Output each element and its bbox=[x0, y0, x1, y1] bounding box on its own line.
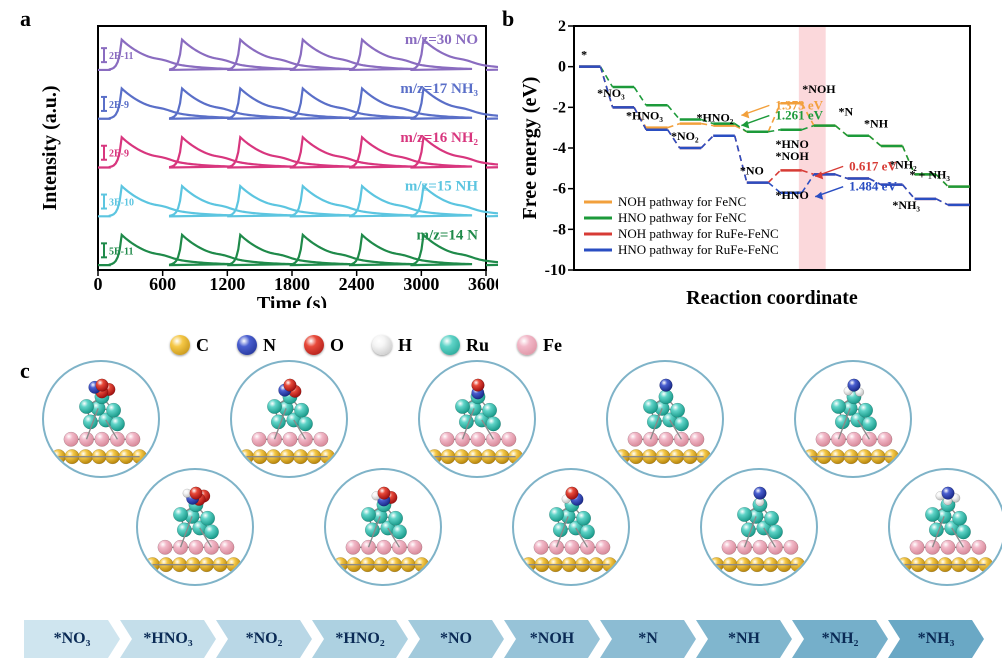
structure-circle bbox=[230, 360, 348, 478]
atom-ball-icon bbox=[517, 335, 537, 355]
panel-b-svg: -10 -8 -6 -4 -2 0 2 Free energy (eV) Reaction co… bbox=[520, 18, 978, 308]
atom-label: Fe bbox=[543, 335, 562, 356]
panel-c bbox=[24, 360, 984, 620]
atom-label: O bbox=[330, 335, 344, 356]
panel-a-label: a bbox=[20, 6, 31, 32]
atom-legend-item: Fe bbox=[517, 335, 562, 356]
atom-label: Ru bbox=[466, 335, 489, 356]
atom-ball-icon bbox=[237, 335, 257, 355]
pathway-step-chevron: *HNO₃ bbox=[120, 620, 216, 658]
atom-legend-item: C bbox=[170, 335, 209, 356]
atom-legend-item: Ru bbox=[440, 335, 489, 356]
svg-text:*HNO: *HNO bbox=[775, 188, 808, 202]
svg-text:-4: -4 bbox=[553, 140, 566, 157]
svg-text:0: 0 bbox=[94, 274, 103, 294]
svg-text:600: 600 bbox=[149, 274, 176, 294]
pathway-step-chevron: *NO₃ bbox=[24, 620, 120, 658]
svg-text:3000: 3000 bbox=[403, 274, 439, 294]
svg-text:HNO pathway for RuFe-FeNC: HNO pathway for RuFe-FeNC bbox=[618, 242, 779, 257]
svg-text:Time (s): Time (s) bbox=[257, 293, 327, 308]
svg-text:Reaction coordinate: Reaction coordinate bbox=[686, 287, 858, 308]
atom-legend-item: H bbox=[372, 335, 412, 356]
structure-circle bbox=[794, 360, 912, 478]
pathway-step-chevron: *N bbox=[600, 620, 696, 658]
atom-label: N bbox=[263, 335, 276, 356]
structure-circle bbox=[700, 468, 818, 586]
atom-legend-item: N bbox=[237, 335, 276, 356]
pathway-step-chevron: *NO₂ bbox=[216, 620, 312, 658]
pathway-step-chevron: *NH₃ bbox=[888, 620, 984, 658]
panel-b-label: b bbox=[502, 6, 514, 32]
atom-ball-icon bbox=[304, 335, 324, 355]
pathway-step-chevron: *NH bbox=[696, 620, 792, 658]
structure-circle bbox=[888, 468, 1002, 586]
structure-circle bbox=[606, 360, 724, 478]
svg-text:*: * bbox=[581, 48, 587, 62]
svg-text:m/z=15 NH: m/z=15 NH bbox=[405, 179, 478, 195]
structure-circle bbox=[512, 468, 630, 586]
reaction-ribbon: *NO₃*HNO₃*NO₂*HNO₂*NO*NOH*N*NH*NH₂*NH₃ bbox=[24, 620, 984, 658]
svg-text:2E-11: 2E-11 bbox=[109, 51, 133, 62]
svg-text:*NOH: *NOH bbox=[775, 149, 809, 163]
structure-circle bbox=[324, 468, 442, 586]
svg-text:1200: 1200 bbox=[209, 274, 245, 294]
atom-label: C bbox=[196, 335, 209, 356]
svg-text:1.484 eV: 1.484 eV bbox=[849, 179, 897, 194]
svg-text:3E-10: 3E-10 bbox=[109, 198, 134, 209]
svg-text:2E-9: 2E-9 bbox=[109, 100, 129, 111]
svg-text:*NH: *NH bbox=[864, 117, 889, 131]
atom-label: H bbox=[398, 335, 412, 356]
svg-text:*HNO₂: *HNO₂ bbox=[696, 111, 733, 125]
structure-circle bbox=[136, 468, 254, 586]
svg-text:NOH pathway for FeNC: NOH pathway for FeNC bbox=[618, 194, 746, 209]
svg-text:-8: -8 bbox=[553, 221, 566, 238]
pathway-step-chevron: *NO bbox=[408, 620, 504, 658]
svg-text:1.261 eV: 1.261 eV bbox=[775, 108, 823, 123]
svg-text:* + NH₃: * + NH₃ bbox=[910, 168, 951, 182]
svg-text:2: 2 bbox=[558, 18, 566, 35]
svg-text:Free energy (eV): Free energy (eV) bbox=[520, 77, 541, 220]
svg-text:HNO pathway for FeNC: HNO pathway for FeNC bbox=[618, 210, 746, 225]
atom-ball-icon bbox=[170, 335, 190, 355]
panel-b: -10 -8 -6 -4 -2 0 2 Free energy (eV) Reaction co… bbox=[520, 18, 978, 308]
svg-text:2E-9: 2E-9 bbox=[109, 149, 129, 160]
svg-text:m/z=14 N: m/z=14 N bbox=[417, 227, 479, 243]
structure-circle bbox=[42, 360, 160, 478]
atom-legend-item: O bbox=[304, 335, 344, 356]
atom-ball-icon bbox=[440, 335, 460, 355]
svg-text:5E-11: 5E-11 bbox=[109, 246, 133, 257]
pathway-step-chevron: *NH₂ bbox=[792, 620, 888, 658]
panel-a-svg: 0 600 1200 1800 2400 3000 3600 Time (s) Intensit… bbox=[38, 18, 498, 308]
panel-a: 0 600 1200 1800 2400 3000 3600 Time (s) Intensit… bbox=[38, 18, 498, 308]
svg-text:m/z=17 NH₃: m/z=17 NH₃ bbox=[400, 81, 478, 97]
svg-text:m/z=16 NH₂: m/z=16 NH₂ bbox=[400, 130, 478, 146]
atom-legend: C N O H Ru Fe bbox=[170, 330, 870, 360]
svg-text:1800: 1800 bbox=[274, 274, 310, 294]
pathway-step-chevron: *NOH bbox=[504, 620, 600, 658]
atom-ball-icon bbox=[372, 335, 392, 355]
svg-text:*NH₃: *NH₃ bbox=[892, 198, 920, 212]
svg-text:-10: -10 bbox=[545, 262, 566, 279]
pathway-step-chevron: *HNO₂ bbox=[312, 620, 408, 658]
svg-text:3600: 3600 bbox=[468, 274, 498, 294]
svg-text:0.617 eV: 0.617 eV bbox=[849, 158, 897, 173]
svg-text:-2: -2 bbox=[553, 99, 566, 116]
svg-text:Intensity (a.u.): Intensity (a.u.) bbox=[39, 85, 61, 210]
svg-text:*NO: *NO bbox=[740, 163, 764, 177]
svg-text:2400: 2400 bbox=[339, 274, 375, 294]
structure-circle bbox=[418, 360, 536, 478]
svg-text:m/z=30 NO: m/z=30 NO bbox=[405, 32, 478, 48]
svg-text:0: 0 bbox=[558, 59, 566, 76]
svg-text:*NO₂: *NO₂ bbox=[671, 129, 699, 143]
svg-text:NOH pathway for RuFe-FeNC: NOH pathway for RuFe-FeNC bbox=[618, 226, 779, 241]
svg-text:*NOH: *NOH bbox=[802, 82, 836, 96]
svg-text:-6: -6 bbox=[553, 181, 566, 198]
svg-text:*NO₃: *NO₃ bbox=[597, 86, 625, 100]
svg-text:*N: *N bbox=[838, 104, 853, 118]
svg-text:*HNO₃: *HNO₃ bbox=[626, 109, 663, 123]
